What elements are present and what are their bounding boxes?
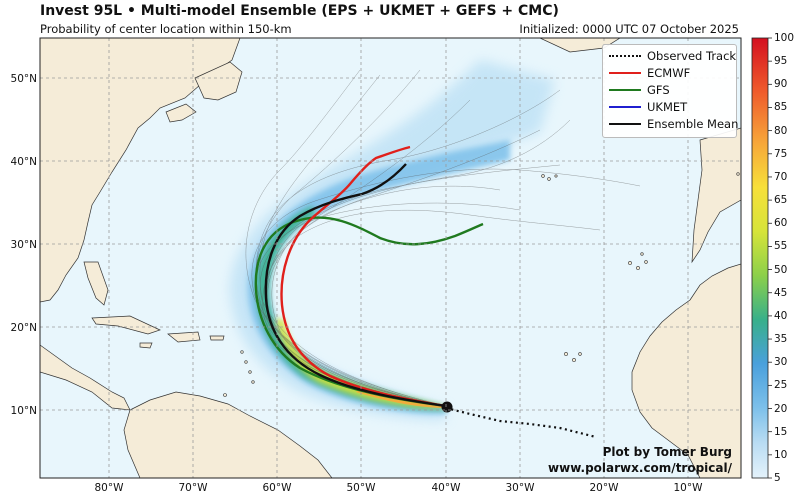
landmasses: [40, 38, 741, 478]
colorbar-tick-label: 85: [774, 101, 788, 114]
map-title: Invest 95L • Multi-model Ensemble (EPS +…: [40, 3, 559, 19]
lon-label: 20°W: [590, 482, 620, 494]
legend-swatch: [609, 55, 641, 57]
legend-label: UKMET: [647, 100, 688, 114]
longitude-labels: 80°W 70°W 60°W 50°W 40°W 30°W 20°W 10°W: [95, 482, 704, 494]
lon-label: 30°W: [506, 482, 536, 494]
colorbar-tick-label: 20: [774, 402, 788, 415]
lat-label: 10°N: [11, 405, 37, 417]
ecmwf-track: [280, 145, 447, 408]
colorbar-tick-label: 50: [774, 263, 788, 276]
gfs-track: [254, 216, 484, 408]
ensemble-mean-track: [264, 163, 447, 408]
latitude-labels: 50°N 40°N 30°N 20°N 10°N: [11, 73, 37, 417]
map-frame: [39, 37, 742, 479]
colorbar-tick-label: 30: [774, 356, 788, 369]
lat-label: 20°N: [11, 322, 37, 334]
lat-label: 50°N: [11, 73, 37, 85]
lon-label: 70°W: [179, 482, 209, 494]
colorbar-tick-label: 75: [774, 147, 788, 160]
lat-label: 30°N: [11, 239, 37, 251]
colorbar-tick-label: 70: [774, 170, 788, 183]
legend-swatch: [609, 72, 641, 74]
colorbar-tick-label: 45: [774, 286, 788, 299]
colorbar: [751, 37, 769, 479]
observed-track: [445, 406, 597, 439]
legend-item-ukmet: UKMET: [609, 99, 687, 115]
colorbar-tick-label: 5: [774, 472, 781, 484]
current-position-marker: [441, 401, 453, 413]
lon-label: 10°W: [674, 482, 704, 494]
small-islands: [223, 172, 740, 397]
colorbar-tick-label: 80: [774, 124, 788, 137]
colorbar-tick-label: 65: [774, 194, 788, 207]
colorbar-tick-label: 35: [774, 333, 788, 346]
legend-label: ECMWF: [647, 66, 691, 80]
colorbar-tick-label: 40: [774, 309, 788, 322]
credit-url[interactable]: www.polarwx.com/tropical/: [548, 461, 732, 475]
colorbar-tick-label: 55: [774, 240, 788, 253]
colorbar-tick-label: 95: [774, 55, 788, 68]
legend-label: Observed Track: [647, 49, 737, 63]
colorbar-tick-label: 15: [774, 425, 788, 438]
lon-label: 40°W: [432, 482, 462, 494]
legend-item-observed: Observed Track: [609, 48, 736, 64]
lon-label: 50°W: [347, 482, 377, 494]
colorbar-tick-label: 60: [774, 217, 788, 230]
legend-item-ensemble-mean: Ensemble Mean: [609, 116, 738, 132]
legend-label: GFS: [647, 83, 670, 97]
legend-item-ecmwf: ECMWF: [609, 65, 690, 81]
lon-label: 80°W: [95, 482, 125, 494]
colorbar-tick-label: 25: [774, 379, 788, 392]
lat-label: 40°N: [11, 156, 37, 168]
legend: Observed Track ECMWF GFS UKMET Ensemble …: [602, 44, 738, 138]
legend-swatch: [609, 89, 641, 91]
legend-swatch: [609, 123, 641, 125]
colorbar-ticks: [768, 37, 772, 479]
colorbar-tick-label: 10: [774, 448, 788, 461]
legend-item-gfs: GFS: [609, 82, 670, 98]
colorbar-tick-label: 90: [774, 78, 788, 91]
legend-label: Ensemble Mean: [647, 117, 739, 131]
initialized-time: Initialized: 0000 UTC 07 October 2025: [519, 22, 739, 36]
lon-label: 60°W: [263, 482, 293, 494]
map-subtitle: Probability of center location within 15…: [40, 22, 292, 36]
ensemble-member-tracks: [245, 69, 641, 407]
credit-author: Plot by Tomer Burg: [602, 445, 732, 459]
legend-swatch: [609, 106, 641, 108]
colorbar-tick-label: 100: [774, 32, 795, 44]
